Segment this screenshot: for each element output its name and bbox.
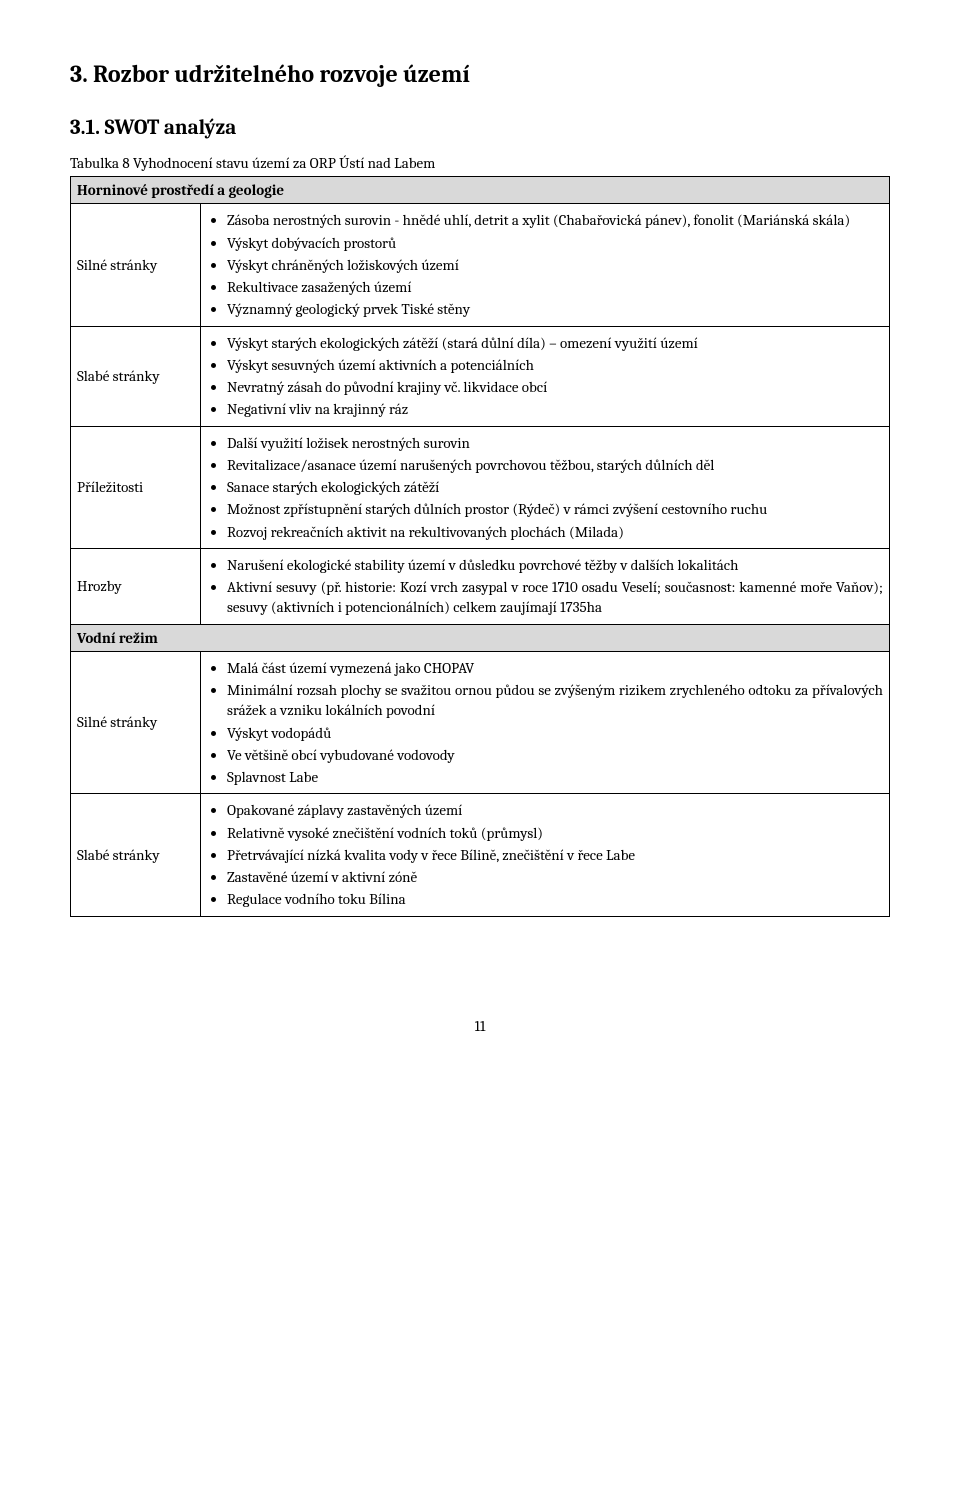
category-header: Vodní režim <box>71 624 890 651</box>
list-item: Revitalizace/asanace území narušených po… <box>227 455 883 475</box>
row-content: Malá část území vymezená jako CHOPAVMini… <box>201 651 890 794</box>
list-item: Aktivní sesuvy (př. historie: Kozí vrch … <box>227 577 883 618</box>
list-item: Zásoba nerostných surovin - hnědé uhlí, … <box>227 210 883 230</box>
row-content: Narušení ekologické stability území v dů… <box>201 548 890 624</box>
row-label: Silné stránky <box>71 651 201 794</box>
row-label: Příležitosti <box>71 426 201 548</box>
list-item: Regulace vodního toku Bílina <box>227 889 883 909</box>
list-item: Minimální rozsah plochy se svažitou orno… <box>227 680 883 721</box>
list-item: Negativní vliv na krajinný ráz <box>227 399 883 419</box>
list-item: Výskyt chráněných ložiskových území <box>227 255 883 275</box>
row-content: Zásoba nerostných surovin - hnědé uhlí, … <box>201 204 890 326</box>
list-item: Relativně vysoké znečištění vodních toků… <box>227 823 883 843</box>
list-item: Výskyt starých ekologických zátěží (star… <box>227 333 883 353</box>
row-label: Silné stránky <box>71 204 201 326</box>
list-item: Výskyt dobývacích prostorů <box>227 233 883 253</box>
list-item: Výskyt sesuvných území aktivních a poten… <box>227 355 883 375</box>
list-item: Narušení ekologické stability území v dů… <box>227 555 883 575</box>
list-item: Přetrvávající nízká kvalita vody v řece … <box>227 845 883 865</box>
list-item: Splavnost Labe <box>227 767 883 787</box>
list-item: Opakované záplavy zastavěných území <box>227 800 883 820</box>
list-item: Sanace starých ekologických zátěží <box>227 477 883 497</box>
list-item: Významný geologický prvek Tiské stěny <box>227 299 883 319</box>
table-caption: Tabulka 8 Vyhodnocení stavu území za ORP… <box>70 154 890 172</box>
list-item: Výskyt vodopádů <box>227 723 883 743</box>
swot-table: Horninové prostředí a geologieSilné strá… <box>70 176 890 917</box>
row-label: Slabé stránky <box>71 326 201 426</box>
list-item: Ve většině obcí vybudované vodovody <box>227 745 883 765</box>
list-item: Další využití ložisek nerostných surovin <box>227 433 883 453</box>
list-item: Zastavěné území v aktivní zóně <box>227 867 883 887</box>
row-content: Další využití ložisek nerostných surovin… <box>201 426 890 548</box>
row-content: Opakované záplavy zastavěných území Relat… <box>201 794 890 916</box>
list-item: Nevratný zásah do původní krajiny vč. li… <box>227 377 883 397</box>
subsection-heading: 3.1. SWOT analýza <box>70 116 890 140</box>
row-label: Slabé stránky <box>71 794 201 916</box>
row-content: Výskyt starých ekologických zátěží (star… <box>201 326 890 426</box>
list-item: Malá část území vymezená jako CHOPAV <box>227 658 883 678</box>
category-header: Horninové prostředí a geologie <box>71 177 890 204</box>
list-item: Rozvoj rekreačních aktivit na rekultivov… <box>227 522 883 542</box>
row-label: Hrozby <box>71 548 201 624</box>
list-item: Možnost zpřístupnění starých důlních pro… <box>227 499 883 519</box>
list-item: Rekultivace zasažených území <box>227 277 883 297</box>
page-number: 11 <box>70 1017 890 1035</box>
section-heading: 3. Rozbor udržitelného rozvoje území <box>70 60 890 88</box>
